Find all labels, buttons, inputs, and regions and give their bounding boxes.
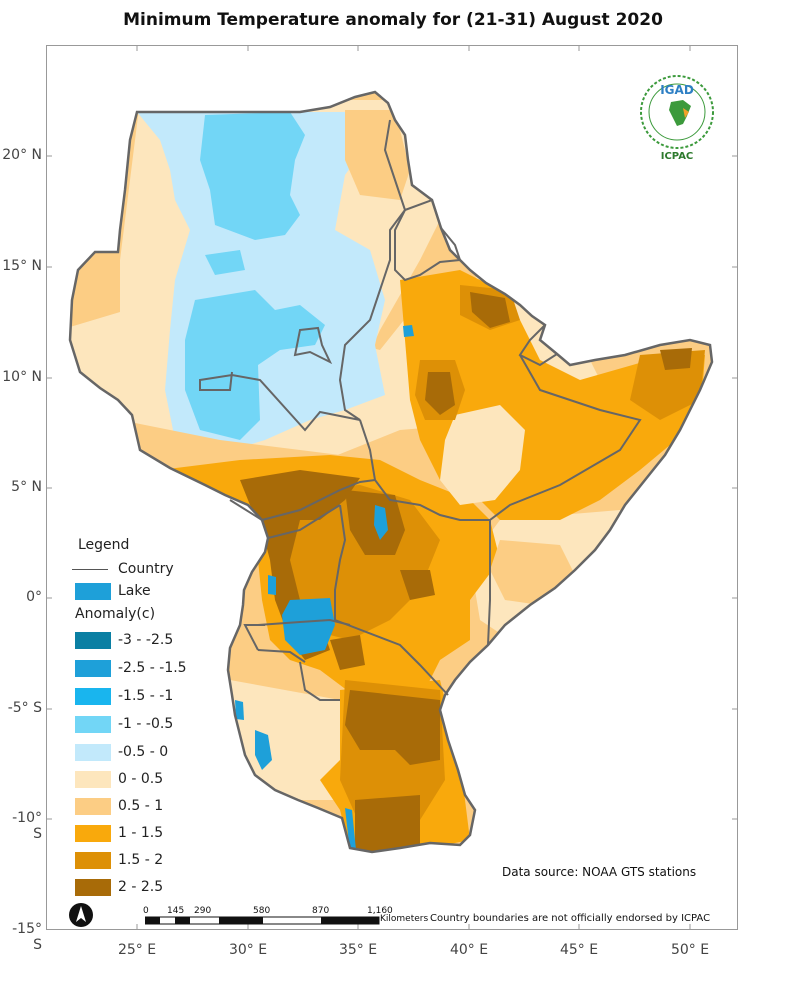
legend-lake-label: Lake xyxy=(118,583,151,599)
lat-label-5s: -5° S xyxy=(7,700,42,716)
legend-class-label: -2.5 - -1.5 xyxy=(118,660,187,676)
legend-class-label: -1.5 - -1 xyxy=(118,688,174,704)
north-arrow-icon xyxy=(69,903,93,927)
legend-class-row: -1 - -0.5 xyxy=(70,714,290,736)
scale-tick: 290 xyxy=(194,906,212,916)
lat-label-15s: -15° S xyxy=(12,921,42,953)
legend-class-row: -0.5 - 0 xyxy=(70,742,290,764)
scale-bar xyxy=(145,916,380,925)
legend-class-row: 1.5 - 2 xyxy=(70,850,290,872)
lat-label-20n: 20° N xyxy=(2,147,42,163)
legend-swatch xyxy=(75,744,111,761)
lake-swatch xyxy=(75,583,111,600)
legend-swatch xyxy=(75,798,111,815)
scale-tick: 870 xyxy=(312,906,330,916)
legend-swatch xyxy=(75,716,111,733)
legend-class-row: -3 - -2.5 xyxy=(70,630,290,652)
legend-class-row: 2 - 2.5 xyxy=(70,877,290,899)
legend-swatch xyxy=(75,879,111,896)
lon-label-25e: 25° E xyxy=(117,942,157,958)
legend-class-label: 0 - 0.5 xyxy=(118,771,164,787)
scale-tick: 145 xyxy=(167,906,185,916)
scale-unit: Kilometers xyxy=(380,914,429,924)
legend-class-label: 1 - 1.5 xyxy=(118,825,164,841)
data-source-text: Data source: NOAA GTS stations xyxy=(502,865,697,879)
scale-tick: 1,160 xyxy=(367,906,393,916)
lon-label-45e: 45° E xyxy=(559,942,599,958)
legend-class-label: -1 - -0.5 xyxy=(118,716,174,732)
legend-swatch xyxy=(75,852,111,869)
legend-class-row: 1 - 1.5 xyxy=(70,823,290,845)
legend-swatch xyxy=(75,688,111,705)
lat-label-10s: -10° S xyxy=(12,810,42,842)
legend-class-row: -1.5 - -1 xyxy=(70,686,290,708)
legend-class-label: 2 - 2.5 xyxy=(118,879,164,895)
lon-label-35e: 35° E xyxy=(338,942,378,958)
disclaimer-text: Country boundaries are not officially en… xyxy=(430,913,711,924)
scale-tick: 580 xyxy=(253,906,271,916)
logo-icpac-text: ICPAC xyxy=(661,151,694,162)
scale-tick: 0 xyxy=(143,906,149,916)
map-title: Minimum Temperature anomaly for (21-31) … xyxy=(123,10,663,30)
lat-label-0: 0° xyxy=(26,589,42,605)
legend-class-row: 0 - 0.5 xyxy=(70,769,290,791)
legend-class-row: 0.5 - 1 xyxy=(70,796,290,818)
legend-title: Legend xyxy=(78,537,130,553)
legend-anomaly-title: Anomaly(c) xyxy=(75,606,156,622)
legend-swatch xyxy=(75,825,111,842)
legend-class-label: -0.5 - 0 xyxy=(118,744,169,760)
legend-swatch xyxy=(75,660,111,677)
legend-country-row: Country xyxy=(70,559,290,581)
igad-logo: IGAD ICPAC xyxy=(640,75,714,162)
legend-swatch xyxy=(75,771,111,788)
lat-label-10n: 10° N xyxy=(2,369,42,385)
lat-label-5n: 5° N xyxy=(11,479,42,495)
lon-label-40e: 40° E xyxy=(449,942,489,958)
logo-igad-text: IGAD xyxy=(660,83,694,97)
lat-label-15n: 15° N xyxy=(2,258,42,274)
lon-label-50e: 50° E xyxy=(670,942,710,958)
legend-country-label: Country xyxy=(118,561,174,577)
legend-class-label: 1.5 - 2 xyxy=(118,852,164,868)
legend-class-row: -2.5 - -1.5 xyxy=(70,658,290,680)
legend-class-label: -3 - -2.5 xyxy=(118,632,174,648)
legend-swatch xyxy=(75,632,111,649)
legend-class-label: 0.5 - 1 xyxy=(118,798,164,814)
legend-lake-row: Lake xyxy=(70,581,290,603)
lon-label-30e: 30° E xyxy=(228,942,268,958)
country-line-symbol xyxy=(72,569,108,570)
